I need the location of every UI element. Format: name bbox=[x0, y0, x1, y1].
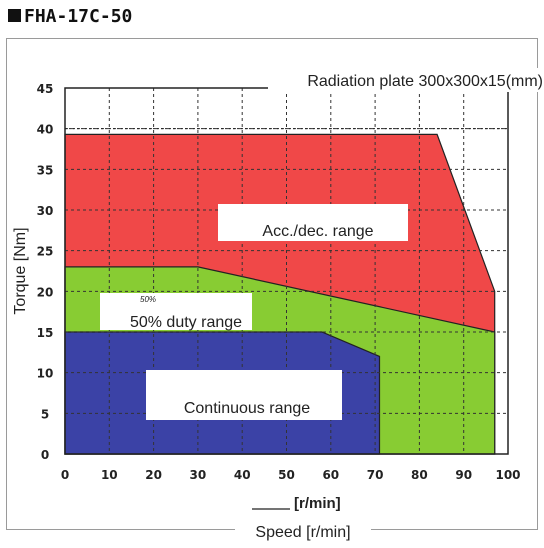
accdec-label-box bbox=[218, 204, 408, 241]
y-tick-label: 45 bbox=[37, 82, 54, 96]
y-axis-label: Torque [Nm] bbox=[12, 227, 29, 314]
x-tick-label: 80 bbox=[411, 468, 428, 482]
x-tick-label: 50 bbox=[278, 468, 295, 482]
y-tick-label: 30 bbox=[37, 204, 54, 218]
continuous-label-box bbox=[146, 370, 342, 420]
y-tick-label: 0 bbox=[41, 448, 49, 462]
x-tick-label: 70 bbox=[367, 468, 384, 482]
x-axis-label: Speed [r/min] bbox=[255, 524, 350, 541]
x-axis-label-bg bbox=[235, 520, 371, 542]
y-tick-label: 15 bbox=[37, 326, 54, 340]
x-tick-label: 0 bbox=[61, 468, 69, 482]
note-bg bbox=[268, 68, 544, 92]
labels: 0 10 20 30 40 50 60 70 80 90 100 0 5 10 15 20 25 30 35 40 45… bbox=[12, 68, 544, 542]
continuous-label: Continuous range bbox=[184, 400, 310, 417]
x-tick-label: 90 bbox=[455, 468, 472, 482]
duty50-label: 50% duty range bbox=[130, 314, 242, 331]
chart-title-text: FHA-17C-50 bbox=[24, 6, 133, 27]
x-tick-label: 30 bbox=[190, 468, 207, 482]
radiation-note: Radiation plate 300x300x15(mm) bbox=[307, 73, 543, 90]
grid bbox=[65, 88, 508, 454]
y-tick-label: 25 bbox=[37, 245, 54, 259]
x-tick-label: 40 bbox=[234, 468, 251, 482]
duty50-label-box bbox=[100, 293, 252, 330]
y-tick-label: 5 bbox=[41, 407, 49, 421]
x-tick-label: 100 bbox=[495, 468, 520, 482]
x-tick-label: 10 bbox=[101, 468, 118, 482]
x-tick-label: 20 bbox=[145, 468, 162, 482]
y-tick-label: 35 bbox=[37, 163, 54, 177]
chart-title: FHA-17C-50 bbox=[8, 6, 132, 27]
y-tick-label: 20 bbox=[37, 285, 54, 299]
duty50-small-text: 50% bbox=[140, 295, 156, 304]
x-tick-label: 60 bbox=[322, 468, 339, 482]
x-axis-unit: [r/min] bbox=[294, 495, 341, 512]
y-tick-label: 10 bbox=[37, 367, 54, 381]
y-tick-label: 40 bbox=[37, 123, 54, 137]
accdec-label: Acc./dec. range bbox=[262, 223, 373, 240]
square-bullet-icon bbox=[8, 9, 21, 22]
